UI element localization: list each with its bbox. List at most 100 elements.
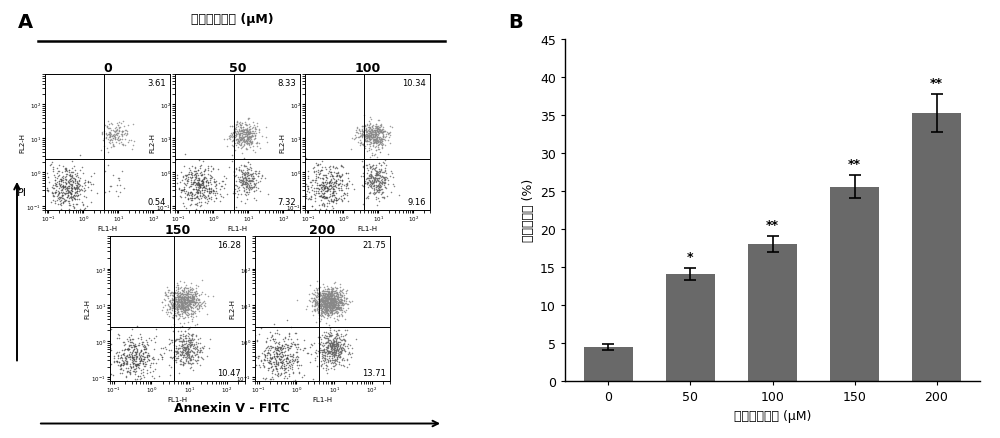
Point: [289, 358, 305, 365]
Point: [336, 297, 352, 304]
Point: [328, 195, 344, 202]
Point: [158, 346, 174, 353]
Point: [174, 301, 190, 308]
Point: [322, 304, 338, 311]
Point: [135, 358, 151, 365]
Point: [309, 278, 325, 285]
Point: [69, 172, 85, 179]
Point: [175, 296, 191, 303]
Point: [47, 198, 63, 205]
Point: [119, 368, 135, 375]
Point: [314, 308, 330, 315]
Point: [60, 198, 76, 205]
Point: [169, 349, 185, 356]
Point: [192, 163, 208, 170]
Point: [370, 142, 386, 149]
Point: [266, 360, 282, 367]
Point: [318, 166, 334, 173]
Point: [347, 135, 363, 142]
Point: [217, 181, 233, 188]
Point: [236, 136, 252, 143]
Point: [361, 130, 377, 137]
Point: [319, 300, 335, 307]
Point: [331, 306, 347, 313]
Point: [315, 297, 331, 304]
Point: [248, 168, 264, 175]
Point: [178, 303, 194, 310]
Point: [181, 311, 197, 318]
Point: [259, 335, 275, 342]
Point: [326, 302, 342, 309]
Point: [68, 184, 84, 191]
Point: [238, 193, 254, 200]
Point: [187, 169, 203, 176]
Point: [279, 352, 295, 359]
Point: [237, 200, 253, 207]
Point: [371, 189, 387, 196]
Point: [329, 172, 345, 179]
Point: [167, 294, 183, 301]
Point: [122, 370, 138, 377]
Point: [65, 201, 81, 208]
Point: [158, 309, 174, 316]
Point: [336, 298, 352, 305]
Point: [171, 314, 187, 321]
Point: [311, 304, 327, 311]
Point: [250, 355, 266, 362]
Point: [200, 198, 216, 205]
Point: [323, 308, 339, 315]
Point: [238, 137, 254, 144]
Point: [234, 132, 250, 139]
Point: [231, 131, 247, 138]
Point: [324, 351, 340, 358]
Point: [231, 126, 247, 133]
Point: [195, 299, 211, 306]
Point: [182, 293, 198, 300]
Point: [324, 307, 340, 314]
Point: [364, 150, 380, 157]
Point: [382, 129, 398, 136]
Point: [191, 181, 207, 188]
Point: [127, 368, 143, 375]
Point: [207, 190, 223, 197]
Point: [264, 374, 280, 381]
Point: [330, 347, 346, 354]
Point: [311, 298, 327, 305]
Point: [376, 180, 392, 187]
Point: [116, 346, 132, 353]
Point: [55, 183, 71, 190]
Point: [229, 188, 245, 195]
Point: [293, 361, 309, 368]
Point: [330, 176, 346, 183]
Point: [317, 299, 333, 306]
Point: [242, 138, 258, 145]
Point: [321, 350, 337, 357]
Point: [171, 294, 187, 301]
Point: [123, 338, 139, 345]
Point: [167, 301, 183, 308]
Point: [319, 302, 335, 309]
Point: [360, 133, 376, 140]
Point: [355, 183, 371, 190]
Point: [187, 308, 203, 315]
Point: [58, 173, 74, 180]
Point: [334, 357, 350, 364]
Point: [269, 329, 285, 336]
Point: [182, 189, 198, 196]
Point: [319, 344, 335, 351]
Point: [377, 134, 393, 141]
Point: [319, 285, 335, 292]
Point: [230, 131, 246, 138]
Point: [334, 337, 350, 344]
Point: [111, 349, 127, 356]
Point: [186, 179, 202, 186]
Point: [322, 290, 338, 297]
Point: [242, 123, 258, 130]
Point: [358, 133, 374, 140]
Point: [322, 182, 338, 189]
Point: [170, 286, 186, 293]
Point: [357, 137, 373, 144]
Point: [107, 135, 123, 142]
Point: [182, 356, 198, 363]
Point: [377, 177, 393, 184]
